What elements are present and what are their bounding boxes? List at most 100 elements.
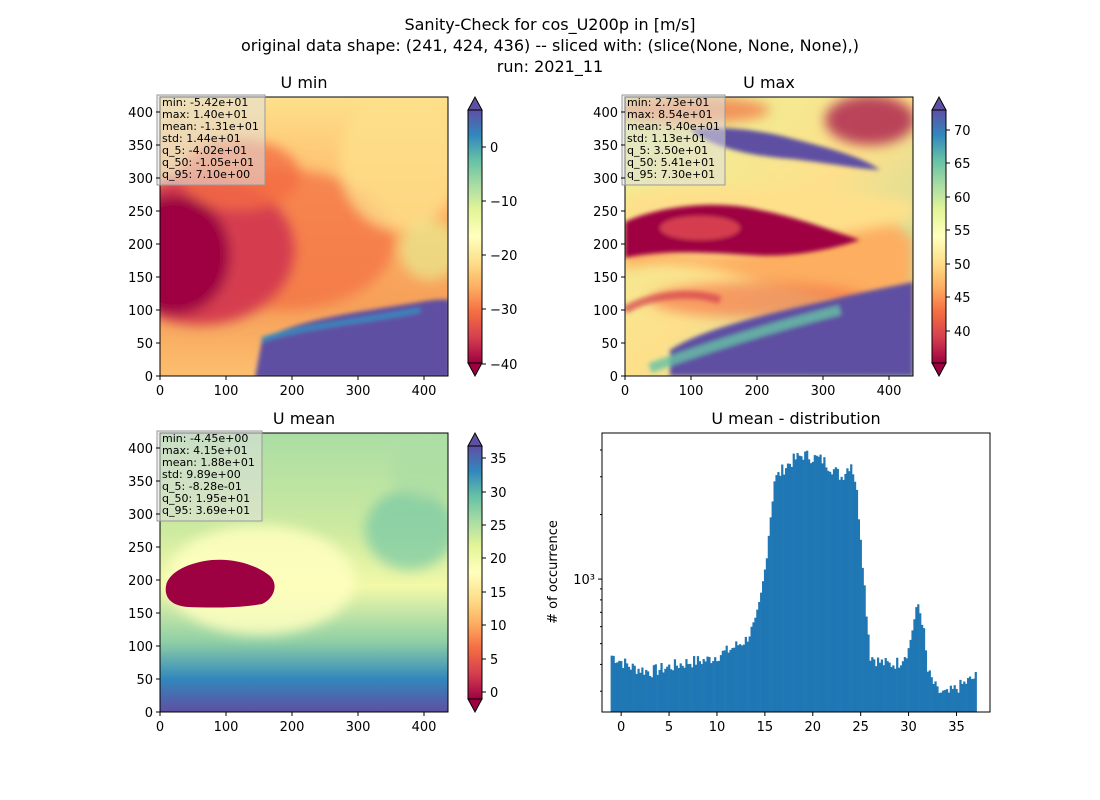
u-min-x-axis: 0 100 200 300 400 <box>156 376 437 399</box>
u-mean-stat-q95: q_95: 3.69e+01 <box>162 504 250 517</box>
histogram-bar <box>788 463 792 712</box>
svg-text:200: 200 <box>593 238 618 253</box>
histogram-bar <box>965 683 968 712</box>
histogram-bar <box>739 644 742 712</box>
u-min-heatmap-image <box>160 97 448 376</box>
histogram-bar <box>652 665 655 712</box>
histogram-bar <box>963 681 966 712</box>
histogram-bar <box>926 671 929 712</box>
histogram-bar <box>670 669 673 712</box>
histogram-bar <box>698 661 701 712</box>
x-tick: 25 <box>852 712 869 735</box>
histogram-bar <box>836 468 839 712</box>
u-min-colorbar: 0 −10 −20 −30 −40 <box>467 95 517 378</box>
svg-text:200: 200 <box>745 384 770 399</box>
x-tick: 100 <box>679 376 703 399</box>
svg-text:0: 0 <box>145 706 153 721</box>
histogram-bar <box>673 659 677 712</box>
histogram-bar <box>625 663 629 712</box>
panel-u-min-title: U min <box>281 73 328 92</box>
svg-text:200: 200 <box>280 720 305 735</box>
histogram-bar <box>802 459 805 712</box>
histogram-bar <box>936 686 939 712</box>
u-mean-colorbar: 35 30 25 20 15 10 5 0 <box>467 431 507 714</box>
histogram-bar <box>876 657 880 712</box>
histogram-bar <box>748 636 751 712</box>
svg-text:100: 100 <box>214 384 239 399</box>
histogram-bar <box>765 558 769 712</box>
histogram-bar <box>892 665 895 712</box>
histogram-bar <box>944 690 947 712</box>
svg-text:15: 15 <box>757 720 774 735</box>
svg-text:0: 0 <box>621 384 629 399</box>
histogram-bar <box>733 647 736 712</box>
u-max-stat-q50: q_50: 5.41e+01 <box>627 156 715 169</box>
svg-text:100: 100 <box>593 304 618 319</box>
panel-u-min: U min min: -5.42e+01 max: 1.40e+01 mean:… <box>128 73 517 399</box>
histogram-bar <box>614 662 617 712</box>
histogram-bar <box>721 650 724 712</box>
histogram-bar <box>857 519 861 712</box>
u-mean-stat-min: min: -4.45e+00 <box>162 432 248 445</box>
y-tick: 50 <box>601 337 625 352</box>
histogram-bar <box>859 539 862 712</box>
histogram-bar <box>737 645 740 712</box>
histogram-bar <box>903 657 906 712</box>
histogram-x-axis: 0 5 10 15 20 25 30 35 <box>617 712 965 735</box>
histogram-bar <box>679 663 682 712</box>
histogram-bar <box>612 655 615 712</box>
histogram-bar <box>880 659 884 712</box>
histogram-bar <box>719 655 723 712</box>
colorbar-tick: 30 <box>482 486 507 501</box>
u-mean-stats-box: min: -4.45e+00 max: 4.15e+01 mean: 1.88e… <box>156 430 263 522</box>
x-tick: 200 <box>280 376 304 399</box>
histogram-bar <box>875 666 878 712</box>
colorbar-tick: 0 <box>482 686 498 701</box>
histogram-bar <box>834 467 838 712</box>
histogram-bar <box>689 663 692 712</box>
svg-text:30: 30 <box>490 486 507 501</box>
y-tick: 400 <box>593 106 625 121</box>
histogram-bar <box>898 667 901 712</box>
histogram-bar <box>907 648 910 712</box>
histogram-bar <box>821 463 824 712</box>
histogram-bar <box>913 619 916 712</box>
x-tick: 15 <box>757 712 774 735</box>
histogram-bar <box>666 666 669 712</box>
u-min-stat-q50: q_50: -1.05e+01 <box>162 156 254 169</box>
histogram-bar <box>694 664 698 712</box>
histogram-bar <box>784 468 788 712</box>
figure-title: Sanity-Check for cos_U200p in [m/s] orig… <box>241 15 859 77</box>
x-tick: 100 <box>214 376 239 399</box>
histogram-bar <box>758 601 761 712</box>
histogram-bar <box>867 634 870 712</box>
histogram-bar <box>633 665 636 712</box>
histogram-bar <box>740 645 744 712</box>
histogram-bar <box>919 613 922 712</box>
histogram-bar <box>957 692 960 712</box>
u-max-stat-mean: mean: 5.40e+01 <box>627 120 720 133</box>
histogram-bar <box>648 676 652 712</box>
histogram-bar <box>959 679 962 712</box>
histogram-bar <box>727 652 730 712</box>
u-max-stat-max: max: 8.54e+01 <box>627 108 713 121</box>
histogram-bar <box>871 657 874 712</box>
colorbar-tick: 10 <box>482 619 507 634</box>
histogram-bar <box>905 658 908 712</box>
svg-text:400: 400 <box>412 384 437 399</box>
histogram-bar <box>639 672 642 712</box>
histogram-bar <box>618 660 621 712</box>
svg-text:0: 0 <box>145 370 153 385</box>
y-tick: 400 <box>128 106 160 121</box>
x-tick: 0 <box>617 712 625 735</box>
histogram-bar <box>771 501 774 712</box>
x-tick: 400 <box>412 712 436 735</box>
svg-text:65: 65 <box>954 157 971 172</box>
x-tick: 300 <box>811 376 835 399</box>
histogram-bar <box>809 463 813 712</box>
x-tick: 0 <box>156 376 164 399</box>
svg-text:100: 100 <box>128 640 153 655</box>
histogram-bar <box>934 681 937 712</box>
histogram-bar <box>779 475 782 712</box>
u-mean-plot-frame <box>159 432 449 713</box>
